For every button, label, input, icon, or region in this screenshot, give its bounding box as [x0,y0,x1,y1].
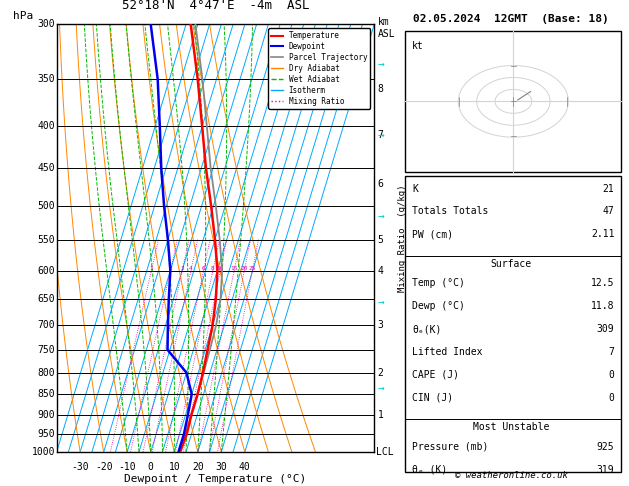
Text: 20: 20 [192,462,204,472]
Text: Lifted Index: Lifted Index [413,347,483,357]
Text: 500: 500 [37,201,55,211]
Text: 550: 550 [37,235,55,244]
Text: 850: 850 [37,389,55,399]
Text: Most Unstable: Most Unstable [473,422,549,433]
Text: hPa: hPa [13,12,33,21]
Text: 40: 40 [239,462,251,472]
Text: 2.11: 2.11 [591,229,615,239]
Text: 4: 4 [377,265,383,276]
Text: PW (cm): PW (cm) [413,229,454,239]
Text: 600: 600 [37,265,55,276]
Text: 52°18'N  4°47'E  -4m  ASL: 52°18'N 4°47'E -4m ASL [121,0,309,12]
Text: 309: 309 [597,324,615,334]
Text: 0: 0 [608,370,615,380]
Text: 950: 950 [37,429,55,439]
Text: 6: 6 [201,266,205,271]
Text: 900: 900 [37,410,55,419]
Text: Pressure (mb): Pressure (mb) [413,442,489,452]
Text: 02.05.2024  12GMT  (Base: 18): 02.05.2024 12GMT (Base: 18) [413,15,609,24]
Text: Surface: Surface [491,259,532,269]
Text: →: → [377,59,384,69]
Text: 300: 300 [37,19,55,29]
Text: 650: 650 [37,294,55,304]
Text: 10: 10 [216,266,224,271]
Text: Dewp (°C): Dewp (°C) [413,301,465,311]
Text: Totals Totals: Totals Totals [413,207,489,216]
Bar [406,176,621,471]
Text: LCL: LCL [376,447,394,457]
Text: 0: 0 [148,462,153,472]
Text: 8: 8 [377,84,383,94]
Text: CIN (J): CIN (J) [413,393,454,403]
Text: 4: 4 [189,266,192,271]
Text: K: K [413,184,418,193]
Text: kt: kt [413,41,424,51]
Text: -20: -20 [95,462,113,472]
Text: 25: 25 [248,266,256,271]
Text: 20: 20 [240,266,248,271]
Text: 8: 8 [211,266,214,271]
Text: 0: 0 [608,393,615,403]
Text: CAPE (J): CAPE (J) [413,370,459,380]
Text: Temp (°C): Temp (°C) [413,278,465,288]
Text: 1: 1 [377,410,383,419]
Text: 15: 15 [230,266,238,271]
Text: →: → [377,297,384,308]
Text: -30: -30 [71,462,89,472]
Text: 10: 10 [169,462,180,472]
Text: θₑ(K): θₑ(K) [413,324,442,334]
Text: 21: 21 [603,184,615,193]
Text: 925: 925 [597,442,615,452]
Text: 700: 700 [37,320,55,330]
Text: 3: 3 [377,320,383,330]
Text: 1000: 1000 [31,447,55,457]
Text: 7: 7 [608,347,615,357]
Text: →: → [377,383,384,393]
Text: 3: 3 [180,266,184,271]
Text: 5: 5 [377,235,383,244]
Text: θₑ (K): θₑ (K) [413,465,448,475]
Legend: Temperature, Dewpoint, Parcel Trajectory, Dry Adiabat, Wet Adiabat, Isotherm, Mi: Temperature, Dewpoint, Parcel Trajectory… [268,28,370,109]
Text: 800: 800 [37,368,55,378]
Text: 2: 2 [377,368,383,378]
Text: 750: 750 [37,345,55,355]
Text: Dewpoint / Temperature (°C): Dewpoint / Temperature (°C) [125,473,306,484]
Text: -10: -10 [118,462,136,472]
Text: km
ASL: km ASL [377,17,395,38]
Text: →: → [377,131,384,141]
Text: 7: 7 [377,130,383,140]
Text: Mixing Ratio  (g/kg): Mixing Ratio (g/kg) [398,184,407,292]
Text: 400: 400 [37,122,55,132]
Text: © weatheronline.co.uk: © weatheronline.co.uk [455,471,567,480]
Text: 350: 350 [37,74,55,84]
Text: 6: 6 [377,179,383,189]
Bar [406,31,621,172]
Text: 450: 450 [37,163,55,174]
Text: 12.5: 12.5 [591,278,615,288]
Text: 30: 30 [216,462,227,472]
Text: 1: 1 [149,266,153,271]
Text: →: → [377,212,384,222]
Text: 11.8: 11.8 [591,301,615,311]
Text: 47: 47 [603,207,615,216]
Text: 319: 319 [597,465,615,475]
Text: 2: 2 [169,266,172,271]
